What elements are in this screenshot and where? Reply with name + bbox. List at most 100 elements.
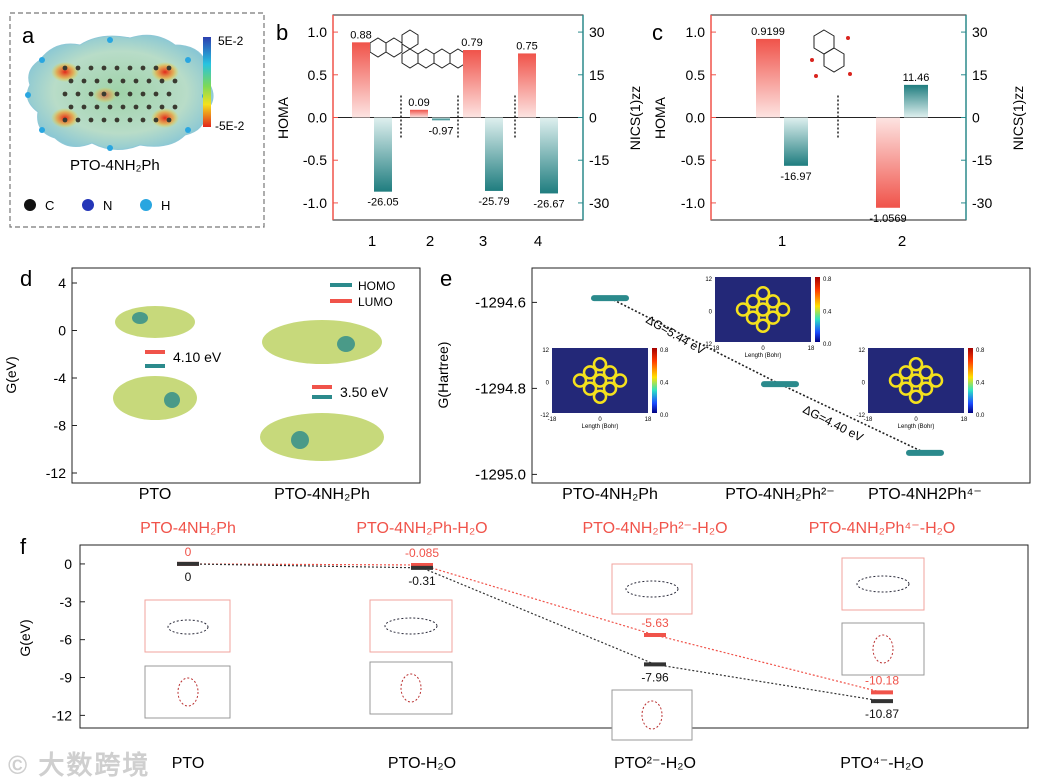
carbon-atom bbox=[153, 91, 159, 97]
carbon-atom bbox=[114, 117, 120, 123]
heatmap-xlabel: Length (Bohr) bbox=[582, 424, 619, 430]
esp-colorbar bbox=[203, 37, 211, 127]
d-ytick-label: -4 bbox=[54, 370, 67, 386]
xtick-label-c: 2 bbox=[898, 233, 906, 250]
carbon-atom bbox=[127, 117, 133, 123]
legend-homo: HOMO bbox=[358, 279, 395, 293]
ytick-label-c: 0.0 bbox=[686, 110, 706, 126]
f-xtick-label: PTO bbox=[172, 755, 205, 772]
nics-label: -26.67 bbox=[533, 198, 564, 210]
heatmap-cbar-label: 0.0 bbox=[823, 342, 832, 348]
carbon-atom bbox=[62, 117, 68, 123]
heatmap-ring bbox=[765, 310, 781, 325]
e-ytick-label: -1294.8 bbox=[475, 380, 526, 397]
d-xtick-label: PTO bbox=[139, 486, 172, 503]
watermark: © 大数跨境 bbox=[8, 750, 151, 780]
carbon-atom bbox=[166, 65, 172, 71]
carbon-atom bbox=[146, 78, 152, 84]
f-ytick-label: 0 bbox=[64, 556, 72, 572]
y2tick-label-c: 0 bbox=[972, 110, 980, 126]
heatmap-ring bbox=[602, 381, 618, 396]
heatmap-ring bbox=[582, 381, 598, 396]
f-xtick-label: PTO-H₂O bbox=[388, 755, 456, 772]
esp-hotspot bbox=[151, 108, 179, 128]
homa-label: -1.0569 bbox=[869, 213, 906, 225]
heatmap-ytick: 12 bbox=[858, 348, 865, 354]
y2tick-label-b: 30 bbox=[589, 24, 605, 40]
e-xtick-label: PTO-4NH2Ph⁴⁻ bbox=[868, 486, 982, 503]
heatmap-xlabel: Length (Bohr) bbox=[898, 424, 935, 430]
y2tick-label-b: -15 bbox=[589, 152, 609, 168]
carbon-atom bbox=[62, 91, 68, 97]
e-xtick-label: PTO-4NH₂Ph²⁻ bbox=[725, 486, 835, 503]
heatmap-ring bbox=[592, 389, 608, 404]
nics-bar bbox=[432, 117, 450, 121]
y2tick-label-c: -15 bbox=[972, 152, 992, 168]
f-top-label: PTO-4NH₂Ph⁴⁻-H₂O bbox=[809, 520, 956, 537]
hydrogen-atom bbox=[107, 145, 113, 151]
nics-label: -16.97 bbox=[780, 171, 811, 183]
f-value-label: -0.31 bbox=[408, 574, 436, 588]
panel-f-ylabel: G(eV) bbox=[17, 619, 33, 656]
panel-f-frame bbox=[79, 544, 1029, 729]
panel-d: d G(eV) HOMO LUMO 4.10 eV 3.50 eV bbox=[3, 266, 421, 484]
y2tick-label-b: -30 bbox=[589, 195, 609, 211]
panel-d-ylabel: G(eV) bbox=[3, 356, 19, 393]
e-ytick-label: -1294.6 bbox=[475, 294, 526, 311]
carbon-atom bbox=[133, 104, 139, 110]
panel-a-letter: a bbox=[22, 23, 35, 48]
ytick-label-b: 0.0 bbox=[308, 110, 328, 126]
panel-b-ylabel: HOMA bbox=[275, 96, 291, 139]
f-value-label: 0 bbox=[185, 570, 192, 584]
heatmap-ring bbox=[745, 310, 761, 325]
carbon-atom bbox=[101, 91, 107, 97]
ytick-label-b: -0.5 bbox=[303, 152, 327, 168]
heatmap-ytick: 0 bbox=[546, 381, 550, 387]
carbon-atom bbox=[114, 65, 120, 71]
carbon-atom bbox=[94, 104, 100, 110]
carbon-atom bbox=[68, 78, 74, 84]
heatmap-xtick: -18 bbox=[711, 346, 720, 352]
nics-label: 11.46 bbox=[903, 72, 930, 84]
f-connector bbox=[187, 563, 883, 693]
e-connector bbox=[609, 297, 926, 454]
nics-bar bbox=[904, 84, 928, 118]
d-ytick-label: 4 bbox=[58, 275, 66, 291]
homa-bar bbox=[756, 38, 780, 118]
homa-label: 0.9199 bbox=[751, 26, 785, 38]
homa-label: 0.75 bbox=[516, 40, 537, 52]
thumb bbox=[144, 599, 231, 653]
panel-c-letter: c bbox=[652, 20, 663, 45]
panel-a-frame bbox=[9, 12, 265, 228]
xtick-label-b: 4 bbox=[534, 233, 542, 250]
panel-e-letter: e bbox=[440, 266, 452, 291]
hydrogen-atom bbox=[25, 92, 31, 98]
ytick-label-c: -1.0 bbox=[681, 195, 705, 211]
nics-label: -26.05 bbox=[367, 197, 398, 209]
legend-atom-n-marker bbox=[82, 199, 94, 211]
heatmap-ytick: 12 bbox=[705, 277, 712, 283]
d-ytick-label: 0 bbox=[58, 323, 66, 339]
heatmap-ytick: 0 bbox=[709, 310, 713, 316]
f-ytick-label: -9 bbox=[60, 670, 73, 686]
heatmap-ring bbox=[582, 365, 598, 380]
heatmap-xtick: -18 bbox=[864, 417, 873, 423]
homa-label: 0.88 bbox=[350, 29, 371, 41]
heatmap-cbar-label: 0.8 bbox=[976, 348, 985, 354]
heatmap-xtick: 0 bbox=[914, 417, 918, 423]
carbon-atom bbox=[159, 104, 165, 110]
f-top-label: PTO-4NH₂Ph-H₂O bbox=[356, 520, 487, 537]
pto4nh2ph-gap-label: 3.50 eV bbox=[340, 384, 389, 400]
esp-hotspot bbox=[51, 62, 79, 82]
heatmap-cbar-label: 0.4 bbox=[660, 381, 669, 387]
panel-d-letter: d bbox=[20, 266, 32, 291]
heatmap-ring bbox=[908, 373, 924, 388]
homa-bar bbox=[352, 42, 370, 118]
heatmap-cbar-label: 0.8 bbox=[823, 277, 832, 283]
legend-atom-c-label: C bbox=[45, 198, 54, 213]
heatmap-ring bbox=[775, 302, 791, 317]
heatmap-ring bbox=[735, 302, 751, 317]
legend-atom-h-marker bbox=[140, 199, 152, 211]
panel-a-molecule: PTO-4NH₂Ph bbox=[70, 157, 160, 174]
